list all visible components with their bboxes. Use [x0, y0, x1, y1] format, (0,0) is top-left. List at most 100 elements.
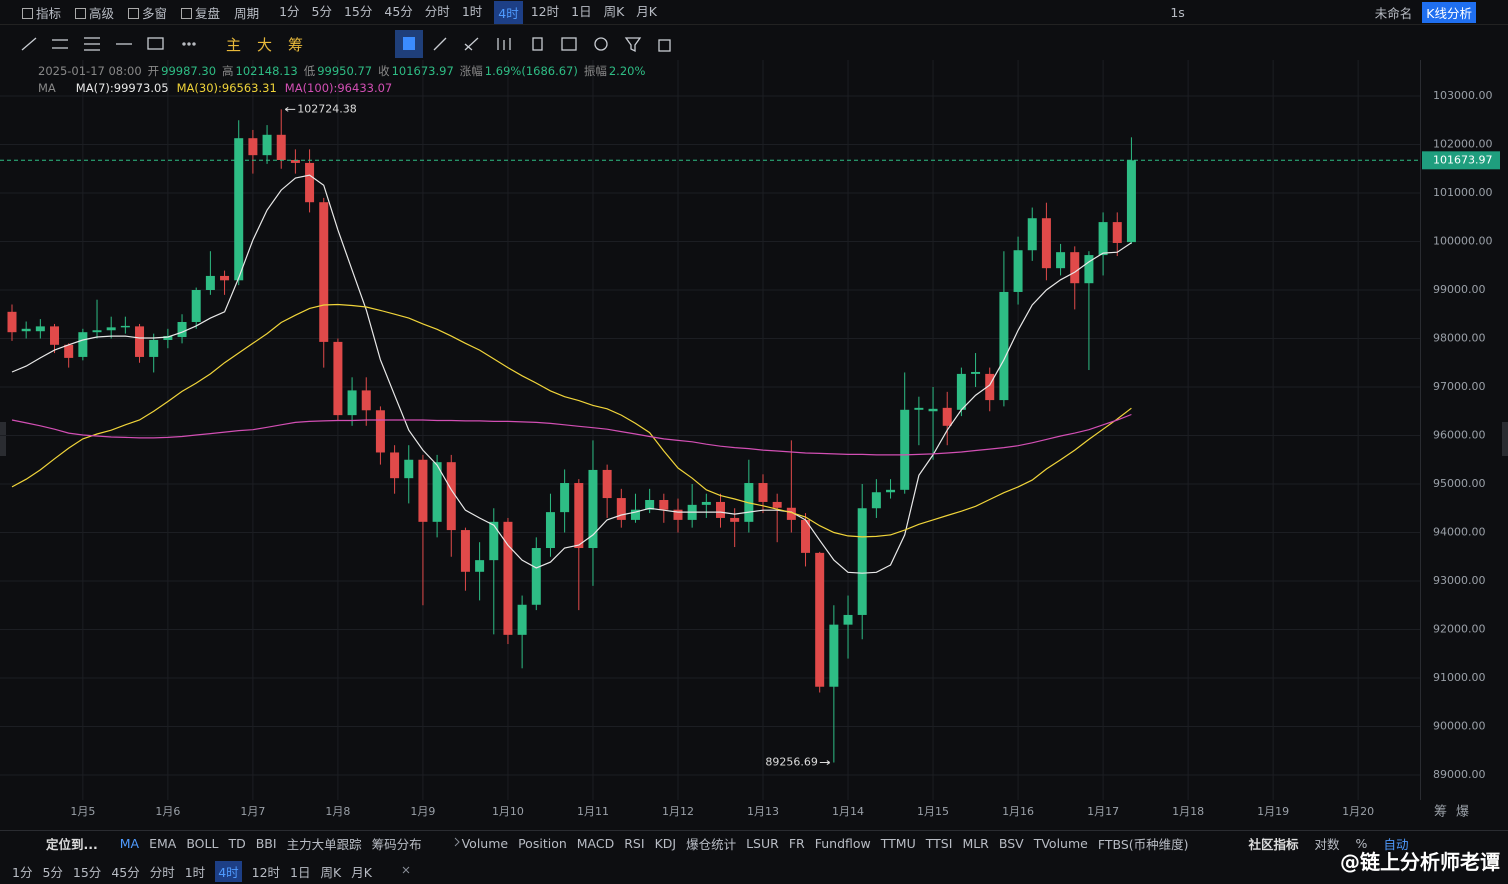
- legend-entry: MA(100):96433.07: [284, 81, 393, 95]
- grid: [0, 60, 1420, 800]
- period[interactable]: 4时: [494, 0, 523, 24]
- tool-label[interactable]: 主: [226, 36, 242, 54]
- info-label: 低: [303, 64, 316, 78]
- analysis-button[interactable]: K线分析: [1422, 1, 1476, 23]
- period[interactable]: 45分: [111, 864, 140, 880]
- info-label: 收: [378, 64, 390, 78]
- menu-item[interactable]: 复盘: [181, 3, 220, 22]
- indicator[interactable]: KDJ: [654, 835, 677, 851]
- draw-toolbar: 主大筹: [226, 34, 319, 55]
- y-tick-label: 95000.00: [1433, 477, 1486, 490]
- menu-item[interactable]: 高级: [75, 3, 114, 22]
- candle-body: [886, 489, 896, 493]
- candle-body: [361, 390, 371, 411]
- indicator[interactable]: MA: [119, 835, 140, 851]
- y-tick-label: 92000.00: [1433, 623, 1486, 636]
- period[interactable]: 周K: [320, 864, 342, 880]
- indicator[interactable]: RSI: [624, 835, 645, 851]
- indicator[interactable]: FTBS(币种维度): [1097, 836, 1189, 852]
- indicator[interactable]: MACD: [576, 835, 615, 851]
- max-arrow: [284, 106, 296, 112]
- candle-body: [220, 275, 230, 281]
- period[interactable]: 12时: [251, 864, 281, 880]
- indicator[interactable]: EMA: [149, 835, 177, 851]
- candle-body: [503, 521, 513, 635]
- period[interactable]: 45分: [384, 3, 413, 19]
- locate[interactable]: 定位到...: [46, 836, 98, 852]
- candle-body: [999, 291, 1009, 401]
- menu-item[interactable]: 多窗: [128, 3, 167, 22]
- candle-body: [290, 160, 300, 163]
- period[interactable]: 1日: [571, 3, 592, 19]
- period[interactable]: 1日: [290, 864, 311, 880]
- info-value: 99950.77: [317, 64, 373, 78]
- candle-body: [7, 311, 17, 333]
- period[interactable]: 1分: [279, 3, 300, 19]
- period[interactable]: 周K: [603, 3, 625, 19]
- indicator[interactable]: FR: [788, 835, 805, 851]
- indicator[interactable]: BOLL: [186, 835, 219, 851]
- indicator[interactable]: TD: [228, 835, 246, 851]
- y-tick-label: 93000.00: [1433, 574, 1486, 587]
- candle-body: [914, 407, 924, 410]
- period[interactable]: 分时: [424, 3, 450, 19]
- indicator[interactable]: TTSI: [925, 835, 953, 851]
- candle-body: [1027, 218, 1037, 251]
- candle-body: [1126, 160, 1136, 243]
- indicator[interactable]: Fundflow: [814, 835, 871, 851]
- ma-line: [11, 303, 1132, 538]
- candle-body: [645, 500, 655, 510]
- indicator[interactable]: BSV: [998, 835, 1024, 851]
- period-label[interactable]: 周期: [234, 5, 260, 21]
- period[interactable]: 5分: [311, 3, 332, 19]
- indicator[interactable]: BBI: [255, 835, 277, 851]
- period[interactable]: 月K: [351, 864, 372, 880]
- candle-body: [432, 462, 442, 522]
- period[interactable]: 分时: [149, 864, 175, 880]
- candle-body: [92, 330, 102, 333]
- layout-name[interactable]: 未命名: [1374, 5, 1413, 21]
- drawing-tools[interactable]: [21, 30, 671, 58]
- x-tick-label: 1月8: [325, 805, 350, 818]
- menu-item[interactable]: 指标: [22, 3, 61, 22]
- period[interactable]: 4时: [215, 860, 242, 882]
- indicator[interactable]: 筹码分布: [371, 836, 422, 852]
- y-tick-label: 94000.00: [1433, 526, 1486, 539]
- period[interactable]: 1时: [184, 864, 206, 880]
- bottom-right[interactable]: 对数: [1314, 836, 1340, 852]
- bottom-right[interactable]: 自动: [1383, 836, 1409, 852]
- bottom-right[interactable]: 社区指标: [1248, 836, 1299, 852]
- candle-body: [801, 519, 811, 553]
- tool-label[interactable]: 筹: [288, 36, 304, 54]
- indicator[interactable]: MLR: [962, 835, 989, 851]
- candle-body: [630, 509, 640, 520]
- period[interactable]: 1时: [461, 3, 483, 19]
- candle-body: [135, 326, 145, 357]
- indicator[interactable]: 爆仓统计: [686, 836, 737, 852]
- tool-label[interactable]: 大: [257, 36, 273, 54]
- interval[interactable]: 1s: [1170, 4, 1185, 20]
- candle-body: [21, 328, 31, 332]
- side-handles[interactable]: [0, 422, 1508, 456]
- candle-body: [857, 508, 867, 615]
- bottom-right[interactable]: %: [1355, 835, 1368, 851]
- x-tick-label: 1月12: [662, 805, 694, 818]
- period[interactable]: 1分: [12, 864, 33, 880]
- info-label: 涨幅: [459, 64, 483, 78]
- x-tick-label: 1月19: [1257, 805, 1289, 818]
- indicator[interactable]: TVolume: [1033, 835, 1088, 851]
- indicator[interactable]: LSUR: [746, 835, 779, 851]
- period[interactable]: 月K: [636, 3, 657, 19]
- candle-body: [460, 530, 470, 572]
- candle-body: [347, 390, 357, 416]
- indicator[interactable]: 主力大单跟踪: [286, 836, 362, 852]
- period[interactable]: 12时: [530, 3, 560, 19]
- y-tick-label: 91000.00: [1433, 671, 1486, 684]
- indicator[interactable]: Volume: [461, 835, 509, 851]
- indicator[interactable]: TTMU: [880, 835, 916, 851]
- indicator[interactable]: Position: [518, 835, 567, 851]
- period[interactable]: 15分: [72, 864, 102, 880]
- period[interactable]: 15分: [343, 3, 373, 19]
- period[interactable]: 5分: [42, 864, 63, 880]
